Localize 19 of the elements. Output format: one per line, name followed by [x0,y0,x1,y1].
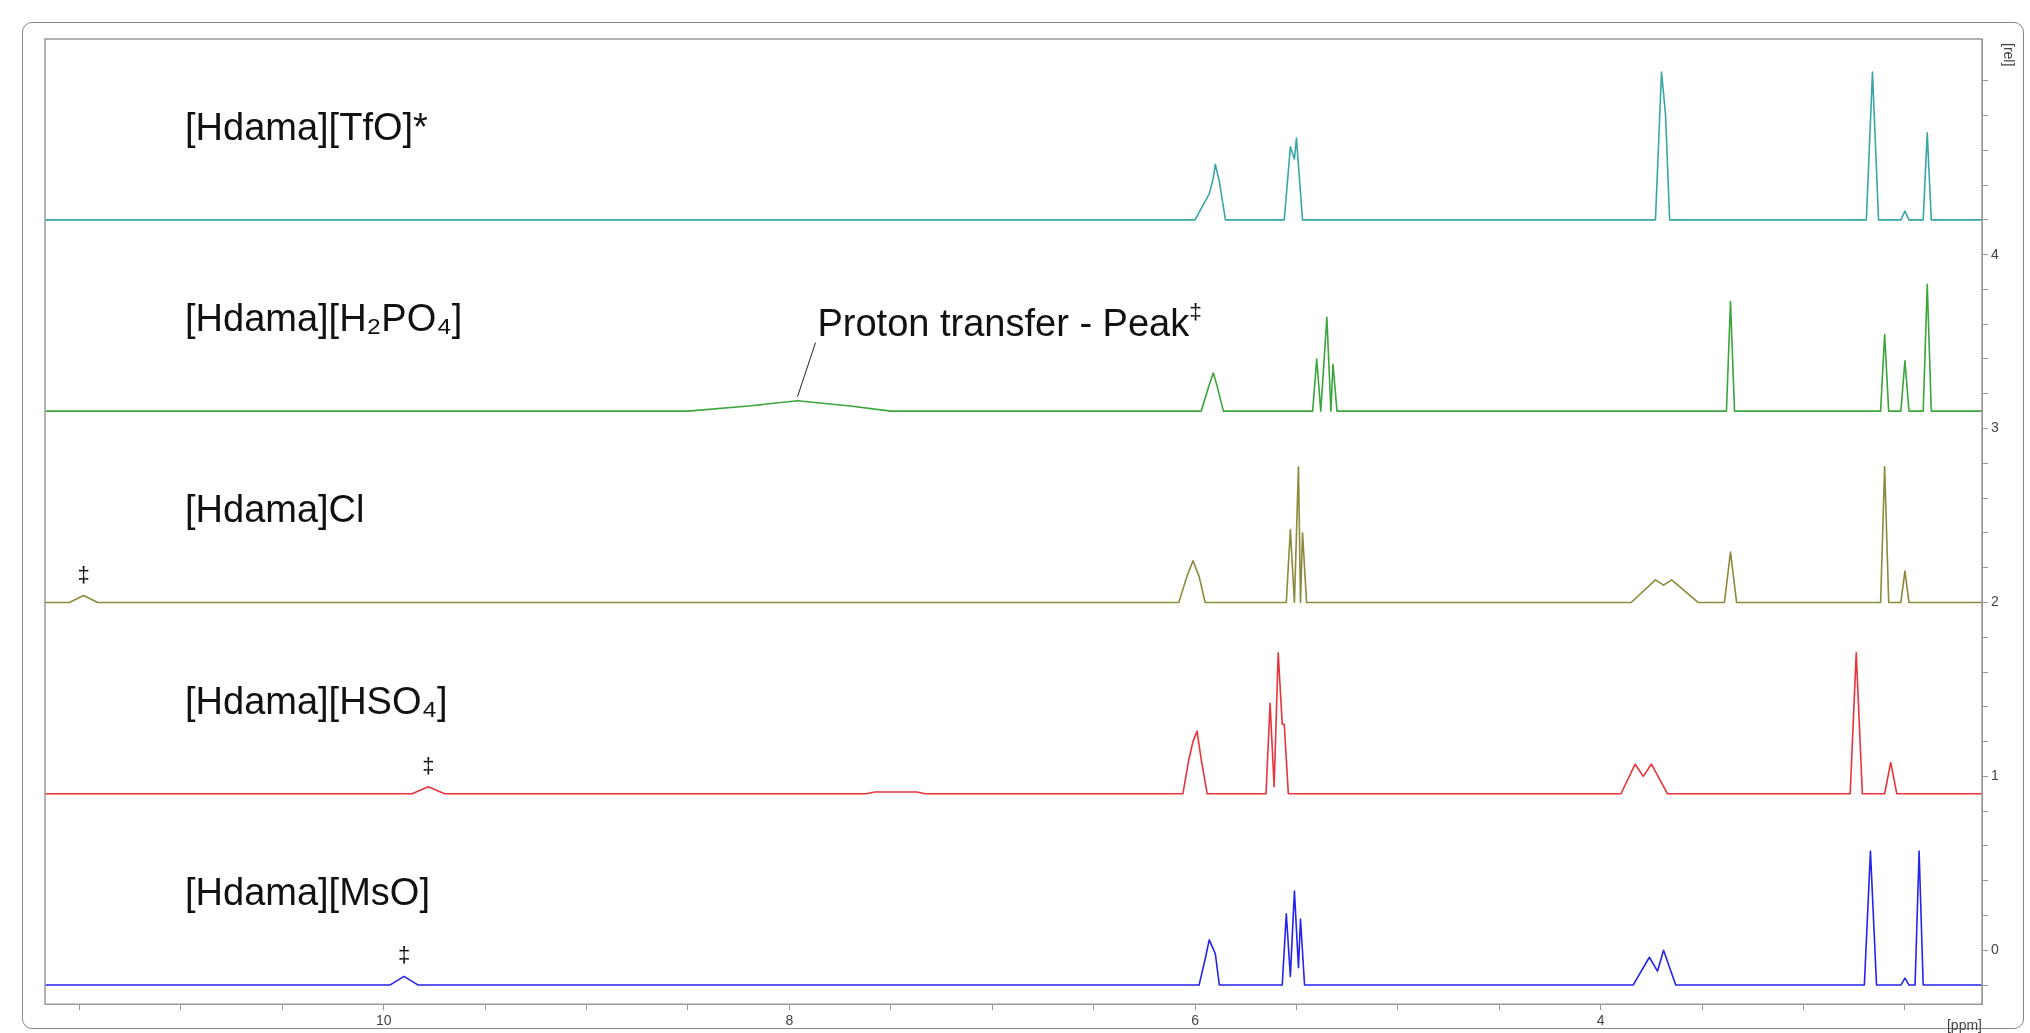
series-label: [Hdama][TfO]* [185,105,429,148]
y-tick-label: 2 [1991,593,1999,610]
series-label: [Hdama]Cl [185,488,365,531]
y-tick-label: 4 [1991,245,1999,262]
y-tick-label: 1 [1991,767,1999,784]
annotation: ‡ [422,752,435,778]
annotation: ‡ [397,942,411,968]
annotation: ‡ [77,561,90,587]
series-label: [Hdama][MsO] [185,871,430,914]
x-tick-label: 10 [375,1012,392,1029]
x-tick-label: 4 [1596,1012,1605,1029]
annotation: Proton transfer - Peak‡ [817,297,1202,344]
y-tick-label: 0 [1991,941,1999,958]
x-tick-label: 8 [785,1012,794,1029]
y-tick-label: 3 [1991,419,1999,436]
y-axis-title: [rel] [2001,43,2017,67]
x-tick-label: 6 [1191,1012,1200,1029]
series-label: [Hdama][H₂PO₄] [185,297,463,340]
series-label: [Hdama][HSO₄] [185,679,448,722]
